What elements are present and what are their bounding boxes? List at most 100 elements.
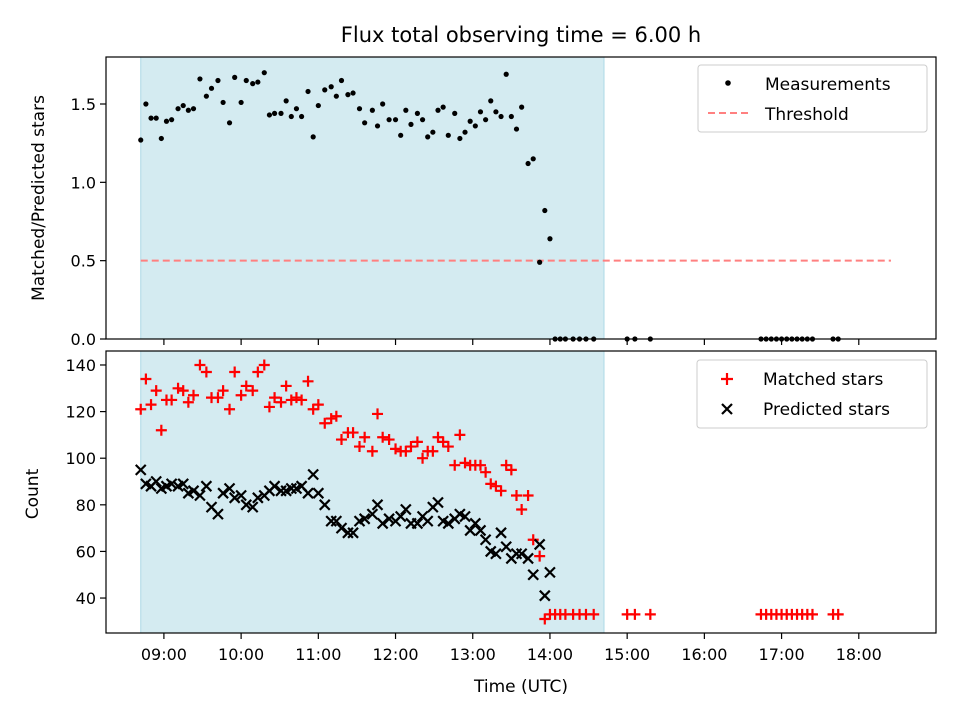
measurement-point [158,135,164,142]
measurement-point [398,132,404,138]
y-tick-label: 1.5 [71,95,96,114]
measurement-point [250,81,256,87]
measurement-point [537,259,543,265]
measurement-point [338,77,345,84]
matched-star-point [325,413,337,425]
predicted-star-point [383,513,395,525]
matched-star-point [417,452,429,464]
measurement-point [208,85,215,91]
matched-star-point [252,366,264,378]
measurement-point [435,107,441,113]
measurement-point [203,93,209,99]
x-tick-label: 17:00 [759,645,805,664]
measurement-point [403,107,409,113]
measurement-point [419,117,426,123]
measurement-point [153,115,159,121]
measurement-point [498,113,504,120]
predicted-star-point [150,475,162,488]
matched-star-point [166,394,178,406]
predicted-star-point [479,533,492,546]
matched-star-point [359,431,371,443]
bottom-legend: Matched stars Predicted stars [696,359,928,429]
measurement-point [298,113,305,120]
predicted-star-point [411,517,424,530]
predicted-star-point [200,480,213,492]
matched-star-point [275,396,287,408]
matched-star-point [522,489,534,501]
matched-star-point [480,466,492,478]
measurement-point [220,99,226,106]
measurement-point [271,110,278,116]
measurement-point [345,92,351,98]
top-plot-frame [105,56,937,340]
matched-star-point [135,403,147,415]
predicted-star-point [442,517,455,530]
matched-star-point [516,503,528,515]
matched-star-point [442,441,454,453]
y-tick-label: 120 [65,403,96,422]
x-tick-label: 15:00 [604,645,650,664]
top-chart-title: Flux total observing time = 6.00 h [341,23,701,47]
predicted-star-point [177,478,189,490]
matched-star-point [383,434,395,446]
matched-star-point [212,392,224,404]
matched-star-point [200,366,212,378]
predicted-star-point [268,480,281,492]
top-y-ticks: 0.0 0.5 1.0 1.5 [71,95,106,349]
measurement-point [190,106,197,112]
matched-star-point [235,389,247,401]
measurement-point [380,101,386,107]
predicted-star-point [307,468,319,481]
predicted-star-point [228,492,241,504]
measurement-point [350,90,356,96]
predicted-star-point [490,547,502,560]
bottom-x-ticks: 09:00 10:00 11:00 12:00 13:00 14:00 15:00 16:00… [141,633,882,664]
matched-star-point [354,441,366,453]
measurement-point [445,132,451,138]
y-tick-label: 60 [76,542,96,561]
bottom-panel: 40 60 80 100 120 140 09:00 10:00 11:00 12:00 13:0… [23,350,937,697]
x-tick-label: 11:00 [295,645,341,664]
matched-star-point [411,436,423,448]
predicted-star-point [394,510,407,523]
measurement-point [467,118,473,124]
measurement-point [542,207,548,214]
predicted-star-point [371,499,384,511]
predicted-star-point [223,482,236,495]
top-legend: Measurements Threshold [697,64,928,133]
measurement-point [530,156,536,162]
predicted-star-point [459,510,471,523]
measurement-point [169,117,175,123]
predicted-star-point [515,547,528,560]
top-panel: Flux total observing time = 6.00 h 0.00.… [29,23,937,349]
matched-star-point [177,385,189,397]
legend-measurements-label: Measurements [765,75,891,95]
measurement-point [226,120,233,126]
bottom-x-axis-label: Time (UTC) [473,677,568,697]
matched-star-point [629,608,641,620]
matched-star-point [217,385,229,397]
bottom-y-axis-label: Count [23,468,43,519]
legend-matched-label: Matched stars [763,370,883,390]
matched-star-point [644,608,656,620]
matched-star-point [427,445,439,457]
measurement-point [305,88,311,95]
y-tick-label: 0.5 [71,252,96,271]
measurement-point [255,79,261,85]
measurement-point [462,129,468,135]
matched-star-point [172,382,184,394]
measurement-point [519,104,525,110]
x-tick-label: 10:00 [218,645,264,664]
predicted-star-point [366,508,379,520]
measurement-point [508,113,514,120]
matched-star-point [806,608,818,620]
measurement-point [261,70,267,76]
matched-star-point [302,375,314,387]
matched-star-point [296,394,308,406]
matched-star-point [224,403,236,415]
predicted-star-point [421,515,434,527]
measurement-point [180,102,186,109]
predicted-star-point [312,487,325,499]
bottom-data-marks [134,359,844,625]
measurement-point [513,126,520,132]
